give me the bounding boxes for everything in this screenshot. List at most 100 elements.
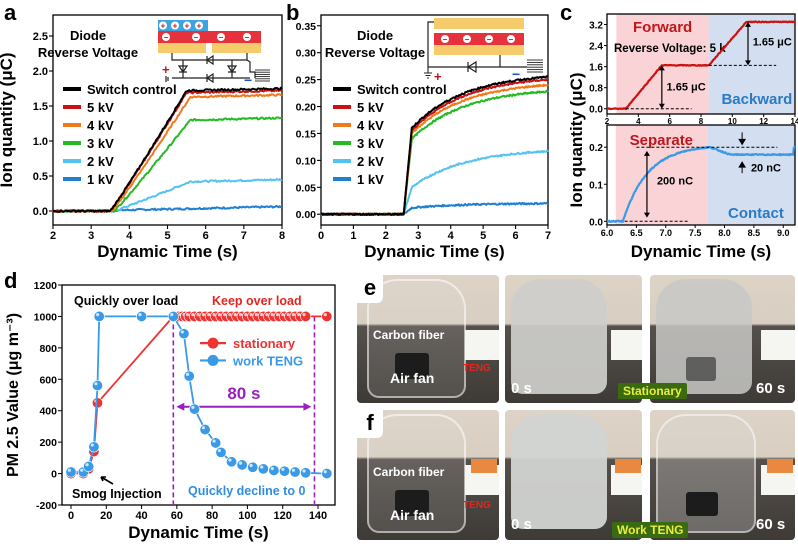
- y-tick-label: 2.4: [589, 42, 603, 53]
- point-highlight: [291, 468, 296, 472]
- point-highlight: [94, 382, 98, 386]
- smoky-jar: [511, 414, 607, 529]
- point-highlight: [201, 426, 206, 430]
- time-label-0s-e: 0 s: [511, 380, 532, 397]
- plot-frame: [606, 124, 796, 226]
- air-fan: [395, 353, 429, 379]
- y-axis-title: Ion quantity (μC): [0, 52, 16, 187]
- point-highlight: [297, 313, 301, 317]
- x-tick-label: 7.5: [689, 228, 702, 238]
- y-tick-label: 200: [39, 437, 57, 449]
- wire: [182, 60, 233, 78]
- charge-circle: [195, 21, 203, 30]
- y-tick-label: 1.6: [589, 63, 603, 74]
- y-tick-label: 3.2: [589, 21, 603, 32]
- data-point-work-teng: [183, 370, 195, 382]
- x-tick-label: 40: [135, 510, 147, 522]
- charge-circle: [192, 33, 200, 41]
- delta-label-forward: 1.65 μC: [667, 81, 706, 93]
- y-tick-label: 0.5: [33, 171, 48, 183]
- point-highlight: [254, 313, 259, 317]
- data-point-work-teng: [268, 464, 280, 476]
- legend-label: 4 kV: [87, 118, 114, 133]
- plus-sign: +: [185, 22, 190, 31]
- electret-layer: [158, 31, 261, 43]
- x-tick-label: 120: [274, 510, 292, 522]
- charge-circle: [507, 35, 515, 43]
- plus-sign: +: [161, 22, 166, 31]
- photo-e-0s: 0 s: [505, 275, 642, 403]
- chart-b: 0 1 2 3 4 5 6 7 0.00 0.05 0.10 0.15 0.20 0.25 0.30 0.35…: [296, 14, 551, 261]
- x-tick-label: 6: [667, 117, 672, 126]
- teng-device: [465, 459, 499, 495]
- panel-label-e: e: [357, 275, 383, 303]
- x-tick-label: 10: [728, 117, 737, 126]
- point-highlight: [212, 439, 216, 443]
- minus-sign: −: [194, 33, 199, 42]
- plus-terminal: +: [162, 62, 170, 77]
- x-axis-title: Dynamic Time (s): [97, 242, 237, 261]
- y-tick-label: 1200: [34, 280, 58, 292]
- y-tick-label: 0.0: [33, 206, 48, 218]
- y-tick-label: 0.8: [589, 84, 603, 95]
- y-tick-label: 0.2: [589, 143, 603, 154]
- x-tick-label: 7: [545, 230, 551, 242]
- double-arrow-forward-heads: [658, 65, 665, 109]
- x-tick-label: 3: [88, 230, 94, 242]
- point-highlight: [223, 313, 227, 317]
- data-point-work-teng: [189, 403, 201, 415]
- y-tick-label: 0.0: [589, 217, 603, 228]
- time-label-60s-e: 60 s: [756, 380, 786, 397]
- chart-a: 2 3 4 5 6 7 8 0.0 0.5 1.0 1.5 2.0 2.5 Dynamic Time (s…: [0, 14, 285, 261]
- region-label-contact: Contact: [728, 205, 784, 222]
- x-tick-label: 100: [238, 510, 256, 522]
- electrode-right: [212, 43, 261, 53]
- x-tick-label: 6.5: [630, 228, 643, 238]
- minus-sign: −: [487, 35, 492, 44]
- label-carbon-fiber-e: Carbon fiber: [373, 328, 445, 342]
- x-tick-label: 7: [241, 230, 247, 242]
- circuit-diagram-b: − − − − + −: [424, 18, 543, 84]
- teng-device: [611, 330, 642, 360]
- y-tick-label: -200: [36, 500, 57, 512]
- y-axis-title: PM 2.5 Value (μg m⁻³): [5, 313, 22, 477]
- charge-circle: [243, 33, 251, 41]
- data-point-stationary: [300, 310, 312, 322]
- minus-terminal: −: [512, 66, 520, 82]
- x-tick-label: 80: [206, 510, 218, 522]
- region-label-separate: Separate: [630, 132, 693, 149]
- y-tick-label: 0.15: [296, 128, 317, 140]
- point-highlight: [323, 313, 327, 317]
- chart-d: 0 20 40 60 80 100 120 140 -200 0 200 400 600 800 1000 1…: [5, 280, 336, 542]
- condition-badge-work-teng: Work TENG: [612, 522, 689, 538]
- point-highlight: [217, 313, 221, 317]
- smog-arrow: [100, 476, 114, 485]
- point-highlight: [233, 313, 237, 317]
- point-highlight: [186, 313, 190, 317]
- panel-label-b: b: [286, 0, 300, 25]
- y-tick-label: 0: [51, 469, 57, 481]
- region-forward: [616, 14, 709, 114]
- minus-sign: −: [164, 33, 169, 42]
- y-tick-label: 2.5: [33, 31, 48, 43]
- point-highlight: [138, 313, 142, 317]
- x-axis-title: Dynamic Time (s): [128, 523, 268, 542]
- legend-label: 5 kV: [357, 100, 384, 115]
- legend-label: 3 kV: [87, 136, 114, 151]
- legend-label: Switch control: [357, 82, 447, 97]
- charge-circle: [162, 33, 170, 41]
- y-tick-label: 0.10: [296, 155, 317, 167]
- point-highlight: [170, 313, 174, 317]
- data-point-work-teng: [300, 467, 312, 479]
- data-point-work-teng: [88, 441, 100, 453]
- air-fan: [395, 490, 429, 516]
- point-highlight: [85, 463, 89, 467]
- series-line-switch-control: [320, 75, 549, 216]
- data-point-work-teng: [257, 463, 269, 475]
- point-highlight: [270, 313, 274, 317]
- charge-circle: [217, 33, 225, 41]
- x-tick-label: 6: [513, 230, 519, 242]
- x-tick-label: 8: [699, 117, 704, 126]
- bottom-electrode: [434, 45, 524, 55]
